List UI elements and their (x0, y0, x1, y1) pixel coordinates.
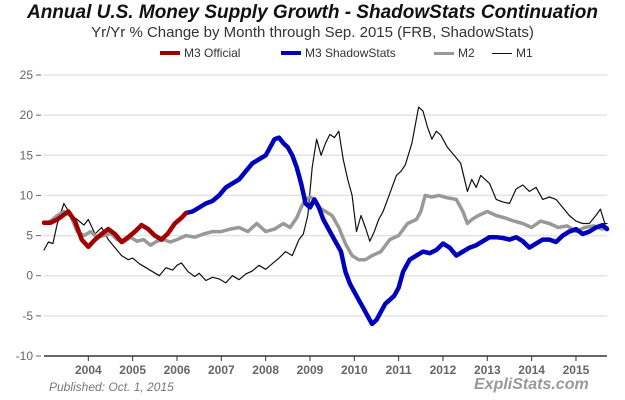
legend-item-m3-official: M3 Official (160, 46, 240, 60)
x-tick-label: 2014 (518, 363, 545, 377)
y-tick-label: -5 (22, 309, 33, 323)
x-tick-label: 2011 (386, 363, 412, 377)
legend-item-m2: M2 (434, 46, 475, 60)
legend-label: M1 (516, 46, 533, 60)
series-line-m1 (43, 106, 608, 284)
legend-label: M3 Official (184, 46, 241, 60)
legend-swatch (492, 52, 512, 54)
chart-subtitle: Yr/Yr % Change by Month through Sep. 201… (91, 24, 534, 41)
x-tick-label: 2013 (474, 363, 501, 377)
legend-label: M2 (458, 46, 475, 60)
legend-swatch (160, 51, 180, 55)
series-line-m2 (42, 193, 609, 262)
y-tick-label: 10 (20, 188, 34, 202)
y-tick-label: 25 (20, 68, 34, 82)
brand-watermark: ExpliStats.com (474, 376, 589, 393)
legend-item-m1: M1 (492, 46, 533, 60)
y-tick-label: -10 (16, 349, 34, 363)
legend-swatch (281, 51, 301, 55)
chart-title: Annual U.S. Money Supply Growth - Shadow… (26, 2, 599, 23)
x-tick-label: 2006 (164, 363, 191, 377)
series-line-m3-official (41, 209, 189, 250)
legend-label: M3 ShadowStats (305, 46, 396, 60)
legend-item-m3-shadowstats: M3 ShadowStats (281, 46, 396, 60)
series-line-m3-shadowstats (183, 135, 610, 327)
y-tick-label: 20 (20, 108, 34, 122)
x-tick-label: 2008 (252, 363, 279, 377)
x-tick-label: 2012 (430, 363, 457, 377)
y-tick-label: 5 (26, 229, 33, 243)
x-tick-label: 2007 (208, 363, 235, 377)
y-tick-label: 15 (20, 148, 34, 162)
x-tick-label: 2015 (563, 363, 590, 377)
x-tick-label: 2009 (297, 363, 324, 377)
y-tick-label: 0 (26, 269, 33, 283)
legend-swatch (434, 51, 454, 55)
x-tick-label: 2010 (341, 363, 368, 377)
legend: M3 Official M3 ShadowStats M2 M1 (0, 46, 625, 62)
x-tick-label: 2005 (119, 363, 146, 377)
x-tick-label: 2004 (75, 363, 102, 377)
published-date: Published: Oct. 1, 2015 (49, 380, 174, 394)
